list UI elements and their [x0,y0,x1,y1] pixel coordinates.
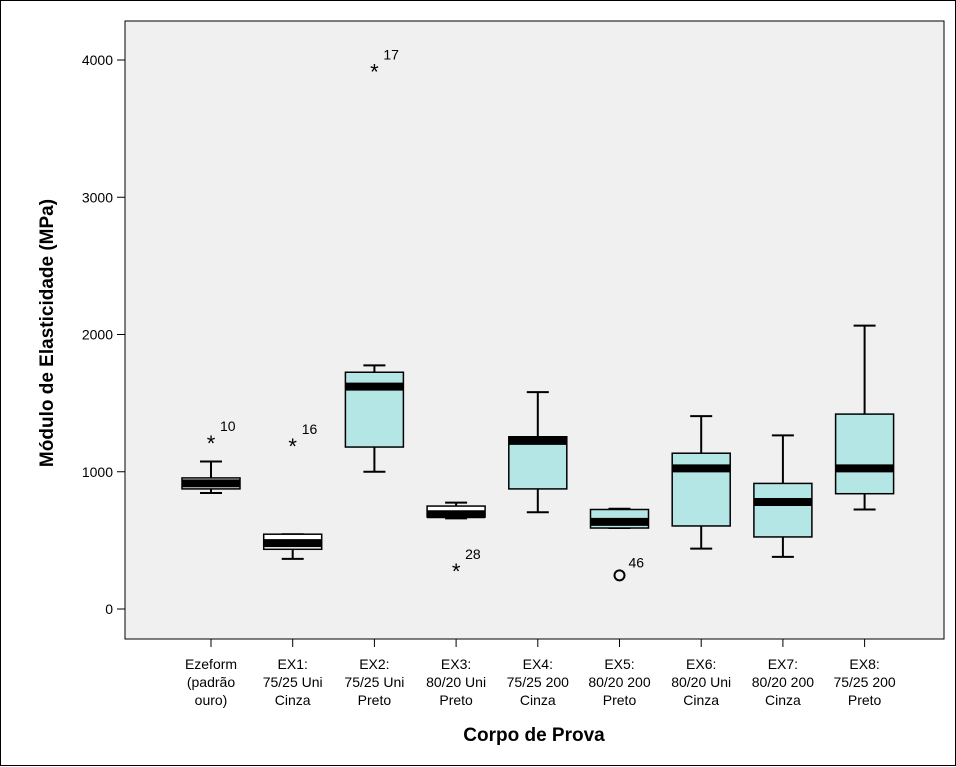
plot-area [124,20,945,640]
outlier-label: 16 [302,421,318,437]
x-category-label: Cinza [275,692,311,708]
x-category-label: EX3: [441,656,471,672]
outlier: * 16 [288,421,317,459]
x-category-label: EX1: [278,656,308,672]
x-category-label: 75/25 200 [833,674,895,690]
box-4: *28 [426,501,486,584]
box-5 [508,391,568,514]
box [671,452,731,527]
x-category-label: (padrão [187,674,235,690]
box-1: *10 [181,418,241,495]
box [753,482,813,538]
x-category-label: Cinza [765,692,801,708]
outlier-label: 17 [383,47,399,63]
outlier-star: * [207,431,216,456]
x-category-label: 80/20 Uni [426,674,486,690]
x-category-label: EX2: [359,656,389,672]
x-category-label: EX6: [686,656,716,672]
outlier-label: 28 [465,546,481,562]
box [834,413,895,495]
y-tick-label: 1000 [82,464,113,480]
outlier-label: 46 [629,554,645,570]
outlier: *17 [370,47,399,85]
x-category-label: EX5: [604,656,634,672]
x-category-label: EX4: [523,656,553,672]
x-category-label: Ezeform [185,656,237,672]
x-category-labels: Ezeform (padrão ouro) EX1: 75/25 Uni Cinza EX2… [185,639,896,708]
outlier-star: * [370,60,379,85]
x-category-label: 80/20 Uni [671,674,731,690]
y-axis-title: Módulo de Elasticidade (MPa) [37,199,58,467]
y-tick-label: 3000 [82,189,113,205]
outlier: *28 [452,546,481,584]
x-category-label: Preto [848,692,882,708]
y-tick-label: 4000 [82,52,113,68]
x-category-label: 75/25 Uni [344,674,404,690]
y-tick-label: 2000 [82,327,113,343]
x-category-label: 75/25 200 [507,674,569,690]
x-category-label: Cinza [520,692,556,708]
x-category-label: Preto [603,692,637,708]
box [508,436,568,490]
outlier-star: * [452,559,461,584]
x-category-label: Cinza [683,692,719,708]
outlier: *10 [207,418,236,456]
box-9 [834,324,895,511]
box-3: *17 [344,47,405,473]
x-category-label: EX7: [768,656,798,672]
box-2: * 16 [262,421,323,560]
y-axis: 0 1000 2000 3000 4000 [82,52,125,617]
box-8 [753,434,813,558]
x-category-label: 80/20 200 [588,674,650,690]
box-7 [671,415,731,550]
outlier: 46 [613,554,645,582]
x-category-label: 75/25 Uni [263,674,323,690]
x-axis-title: Corpo de Prova [463,725,605,746]
outlier-label: 10 [220,418,236,434]
x-category-label: 80/20 200 [752,674,814,690]
y-tick-label: 0 [105,601,113,617]
x-category-label: ouro) [195,692,228,708]
x-category-label: Preto [439,692,473,708]
outlier-star: * [288,434,297,459]
box-6: 46 [589,507,650,582]
outlier-circle [613,569,626,582]
x-category-label: Preto [358,692,392,708]
x-category-label: EX8: [849,656,879,672]
